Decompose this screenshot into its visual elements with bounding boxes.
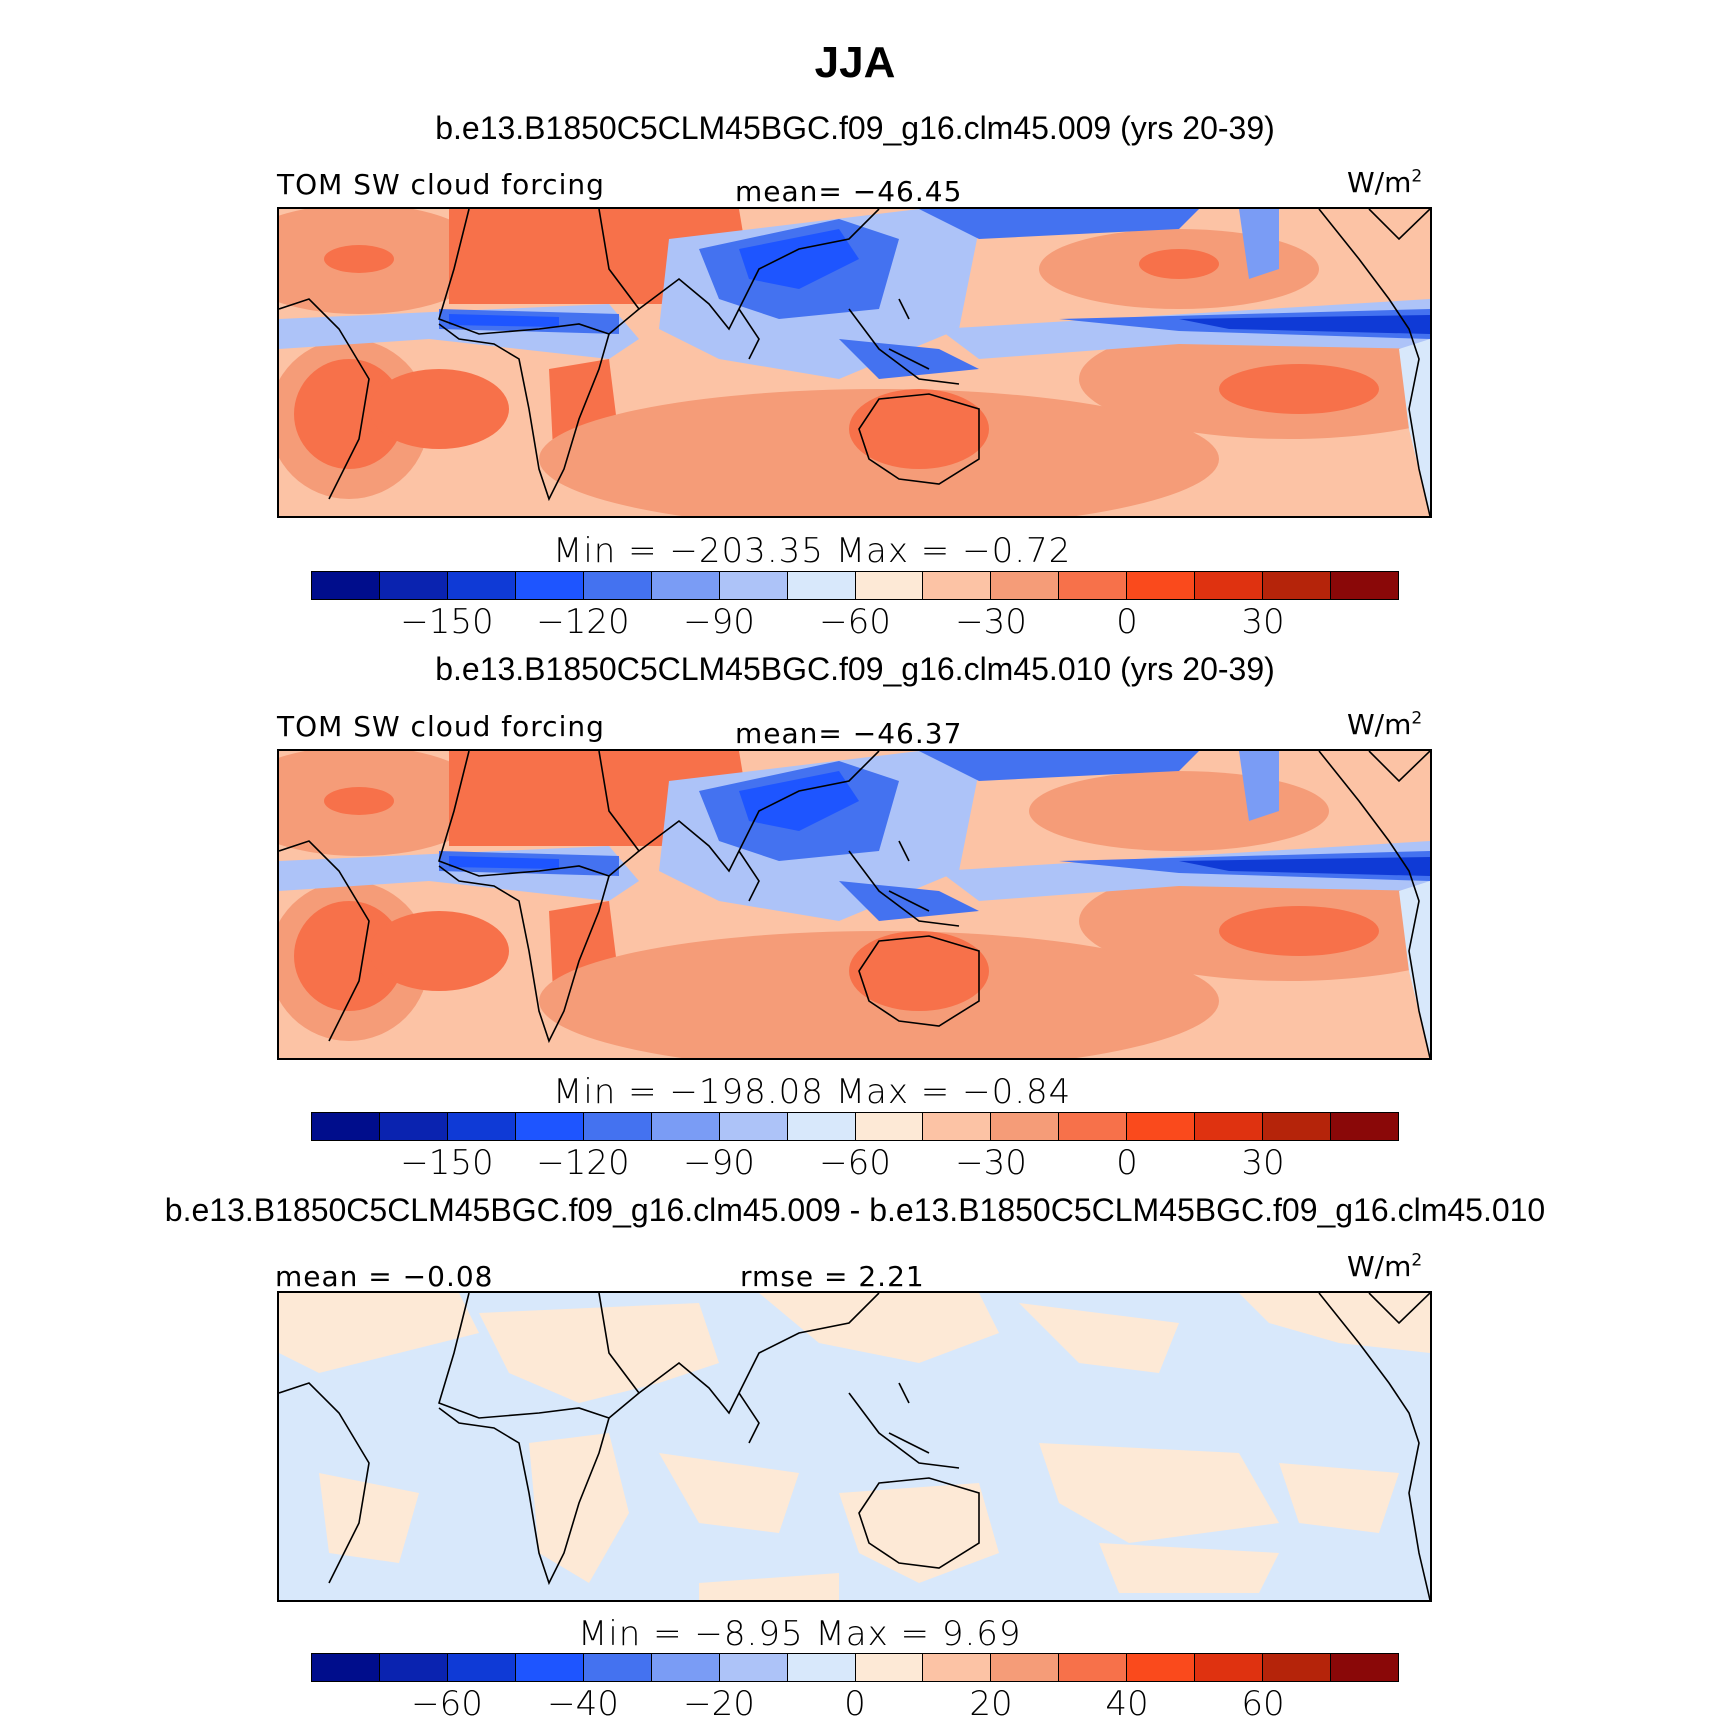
colorbar-swatch [447,1654,516,1681]
tick-label: −60 [819,1143,891,1183]
tick-label: −40 [547,1684,619,1724]
panel2-variable: TOM SW cloud forcing [277,710,605,743]
panel1-map-field [279,209,1430,516]
tick-label: −150 [400,602,494,642]
tick-label: 0 [1116,1143,1138,1183]
tick-label: 40 [1105,1684,1149,1724]
panel2-map-field [279,751,1430,1058]
panel2-minmax: Min = −198.08 Max = −0.84 [553,1072,1072,1112]
colorbar-swatch [991,1113,1060,1140]
colorbar-swatch [583,1113,652,1140]
tick-label: −30 [955,1143,1027,1183]
panel2-title: b.e13.B1850C5CLM45BGC.f09_g16.clm45.010 … [435,651,1275,687]
panel2-colorbar [311,1112,1399,1141]
colorbar-swatch [651,572,720,599]
tick-label: 60 [1241,1684,1285,1724]
panel1-minmax: Min = −203.35 Max = −0.72 [553,531,1072,571]
panel2-mean: mean= −46.37 [735,717,963,750]
colorbar-swatch [1331,1113,1398,1140]
panel1-mean: mean= −46.45 [735,175,963,208]
tick-label: −60 [819,602,891,642]
tick-label: 30 [1241,1143,1285,1183]
colorbar-swatch [1059,1113,1128,1140]
tick-label: −120 [536,602,630,642]
panel2-map [277,749,1432,1060]
tick-label: 0 [1116,602,1138,642]
colorbar-swatch [923,1113,992,1140]
colorbar-swatch [1331,572,1398,599]
panel3-title: b.e13.B1850C5CLM45BGC.f09_g16.clm45.009 … [164,1192,1546,1228]
colorbar-swatch [379,1113,448,1140]
colorbar-swatch [1127,1654,1196,1681]
colorbar-swatch [719,1113,788,1140]
colorbar-swatch [1331,1654,1398,1681]
panel3-colorbar-ticks: −60 −40 −20 0 20 40 60 [311,1684,1399,1726]
colorbar-swatch [719,572,788,599]
tick-label: 0 [844,1684,866,1724]
colorbar-swatch [312,1113,380,1140]
colorbar-swatch [855,1113,924,1140]
tick-label: 20 [969,1684,1013,1724]
panel3-map [277,1291,1432,1602]
colorbar-swatch [1059,572,1128,599]
colorbar-swatch [651,1654,720,1681]
tick-label: −120 [536,1143,630,1183]
colorbar-swatch [447,1113,516,1140]
panel3-units: W/m2 [1347,1250,1423,1283]
panel1-map [277,207,1432,518]
colorbar-swatch [1195,572,1264,599]
colorbar-swatch [1263,1654,1332,1681]
colorbar-swatch [855,572,924,599]
colorbar-swatch [787,1654,856,1681]
colorbar-swatch [515,572,584,599]
colorbar-swatch [923,1654,992,1681]
panel1-variable: TOM SW cloud forcing [277,168,605,201]
colorbar-swatch [583,572,652,599]
colorbar-swatch [855,1654,924,1681]
colorbar-swatch [991,1654,1060,1681]
colorbar-swatch [379,1654,448,1681]
tick-label: −20 [683,1684,755,1724]
tick-label: 30 [1241,602,1285,642]
panel3-minmax: Min = −8.95 Max = 9.69 [578,1614,1022,1654]
panel3-rmse: rmse = 2.21 [740,1260,925,1293]
colorbar-swatch [583,1654,652,1681]
panel1-colorbar-ticks: −150 −120 −90 −60 −30 0 30 [311,602,1399,644]
colorbar-swatch [312,1654,380,1681]
colorbar-swatch [1195,1113,1264,1140]
panel2-colorbar-ticks: −150 −120 −90 −60 −30 0 30 [311,1143,1399,1185]
panel3-map-field [279,1293,1430,1600]
colorbar-swatch [787,572,856,599]
colorbar-swatch [1195,1654,1264,1681]
tick-label: −90 [683,602,755,642]
colorbar-swatch [1059,1654,1128,1681]
tick-label: −30 [955,602,1027,642]
colorbar-swatch [1127,572,1196,599]
colorbar-swatch [312,572,380,599]
panel3-mean: mean = −0.08 [275,1260,494,1293]
season-title: JJA [814,38,896,87]
colorbar-swatch [991,572,1060,599]
tick-label: −90 [683,1143,755,1183]
panel1-units: W/m2 [1347,166,1423,199]
panel2-units: W/m2 [1347,708,1423,741]
colorbar-swatch [1263,572,1332,599]
colorbar-swatch [923,572,992,599]
panel1-title: b.e13.B1850C5CLM45BGC.f09_g16.clm45.009 … [435,110,1275,146]
colorbar-swatch [447,572,516,599]
colorbar-swatch [515,1654,584,1681]
colorbar-swatch [719,1654,788,1681]
tick-label: −60 [411,1684,483,1724]
colorbar-swatch [379,572,448,599]
colorbar-swatch [1263,1113,1332,1140]
tick-label: −150 [400,1143,494,1183]
colorbar-swatch [1127,1113,1196,1140]
colorbar-swatch [515,1113,584,1140]
panel3-colorbar [311,1653,1399,1682]
colorbar-swatch [651,1113,720,1140]
panel1-colorbar [311,571,1399,600]
colorbar-swatch [787,1113,856,1140]
